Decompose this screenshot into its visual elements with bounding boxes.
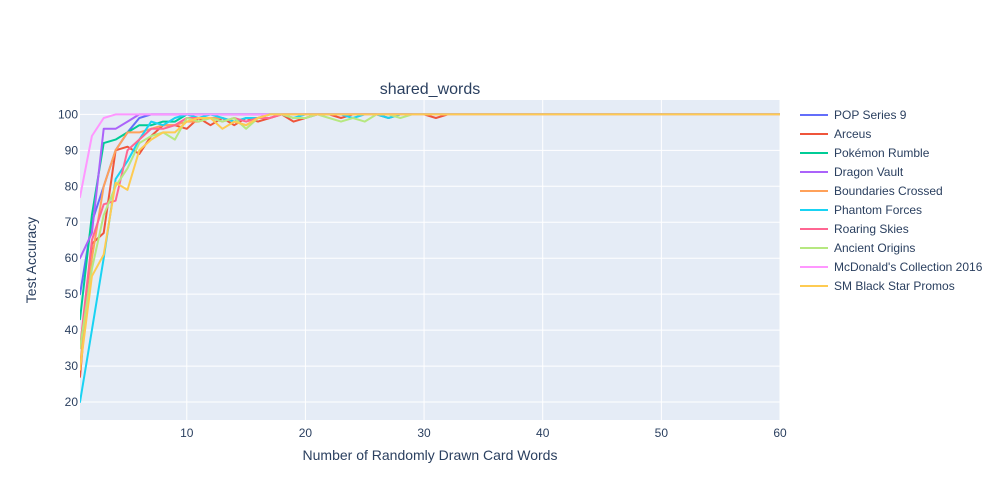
legend-label: Arceus [834, 127, 871, 141]
legend-item[interactable]: Pokémon Rumble [800, 146, 930, 160]
legend-item[interactable]: Boundaries Crossed [800, 184, 943, 198]
series-line-9 [80, 113, 780, 199]
y-tick-label: 40 [65, 323, 79, 337]
y-axis-ticks: 20 30 40 50 60 70 80 90 100 [58, 107, 78, 409]
x-axis-title: Number of Randomly Drawn Card Words [303, 447, 558, 463]
x-tick-label: 40 [536, 426, 550, 440]
y-tick-label: 80 [65, 179, 79, 193]
x-tick-label: 30 [417, 426, 431, 440]
legend-item[interactable]: SM Black Star Promos [800, 279, 955, 293]
legend-label: McDonald's Collection 2016 [834, 260, 983, 274]
y-tick-label: 90 [65, 143, 79, 157]
legend-label: POP Series 9 [834, 108, 907, 122]
x-tick-label: 60 [773, 426, 787, 440]
legend-item[interactable]: Roaring Skies [800, 222, 909, 236]
plot-background [80, 100, 780, 420]
y-tick-label: 30 [65, 359, 79, 373]
x-tick-label: 50 [655, 426, 669, 440]
legend-label: Dragon Vault [834, 165, 904, 179]
grid-lines [80, 100, 781, 420]
chart-title: shared_words [380, 81, 481, 98]
legend-item[interactable]: Ancient Origins [800, 241, 915, 255]
legend-label: Roaring Skies [834, 222, 909, 236]
legend-label: Pokémon Rumble [834, 146, 930, 160]
x-axis-ticks: 10 20 30 40 50 60 [180, 426, 787, 440]
x-tick-label: 10 [180, 426, 194, 440]
series-lines [80, 113, 780, 403]
y-tick-label: 50 [65, 287, 79, 301]
legend-item[interactable]: Arceus [800, 127, 871, 141]
y-axis-title: Test Accuracy [23, 217, 39, 303]
legend-item[interactable]: Phantom Forces [800, 203, 922, 217]
y-tick-label: 60 [65, 251, 79, 265]
y-tick-label: 20 [65, 395, 79, 409]
y-tick-label: 70 [65, 215, 79, 229]
legend-label: Ancient Origins [834, 241, 915, 255]
series-line-10 [80, 113, 780, 371]
y-tick-label: 100 [58, 107, 78, 121]
legend-label: Phantom Forces [834, 203, 922, 217]
legend-item[interactable]: POP Series 9 [800, 108, 907, 122]
legend-label: Boundaries Crossed [834, 184, 943, 198]
legend-item[interactable]: Dragon Vault [800, 165, 904, 179]
legend-label: SM Black Star Promos [834, 279, 955, 293]
x-tick-label: 20 [299, 426, 313, 440]
legend: POP Series 9 Arceus Pokémon Rumble Dragon V… [800, 108, 983, 293]
legend-item[interactable]: McDonald's Collection 2016 [800, 260, 983, 274]
